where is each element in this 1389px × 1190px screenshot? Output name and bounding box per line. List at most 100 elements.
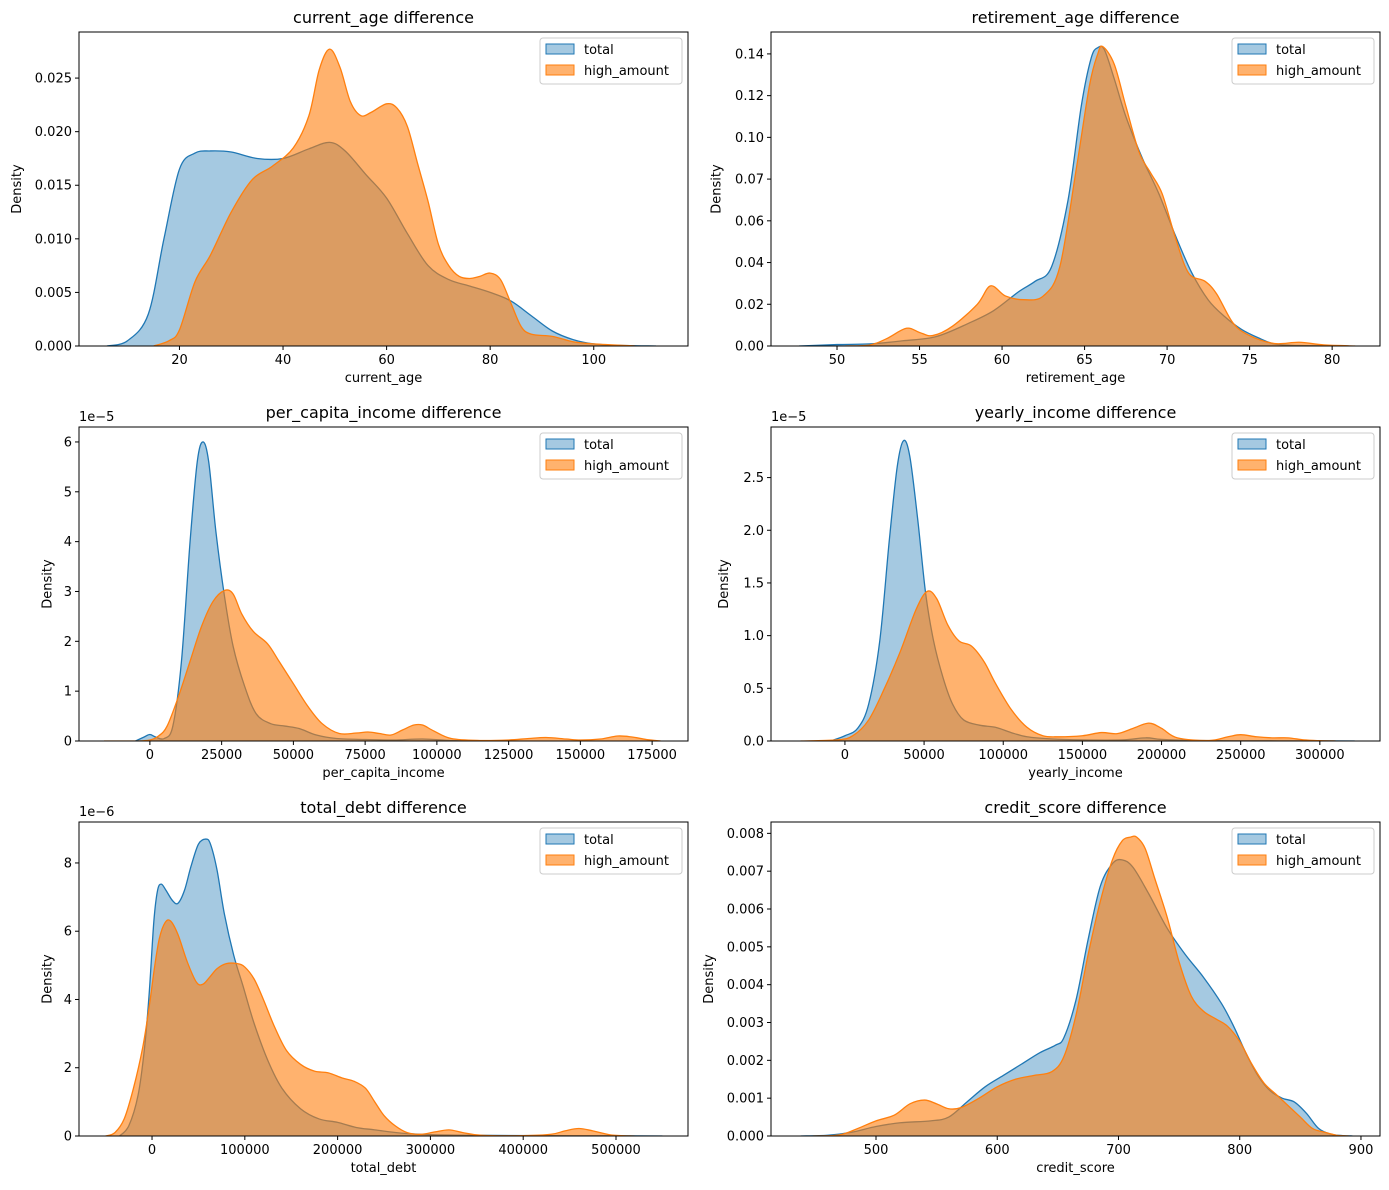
subplot-title: total_debt difference (300, 798, 466, 818)
x-tick-label: 250000 (1216, 748, 1266, 763)
x-tick-label: 100000 (220, 1143, 270, 1158)
subplot-title: credit_score difference (984, 798, 1166, 818)
y-tick-label: 0.02 (735, 298, 764, 313)
legend: total high_amount (539, 827, 683, 875)
x-tick-label: 60 (994, 353, 1011, 368)
y-tick-label: 0.015 (35, 179, 72, 194)
legend-label-total: total (584, 833, 614, 848)
subplot-title: retirement_age difference (972, 8, 1180, 28)
legend-frame (1231, 432, 1375, 480)
y-tick-label: 8 (64, 856, 72, 871)
legend-label-high-amount: high_amount (584, 459, 669, 474)
subplot-title: yearly_income difference (975, 403, 1177, 423)
x-tick-label: 900 (1349, 1143, 1374, 1158)
y-tick-label: 2.0 (743, 524, 764, 539)
subplot-total-debt: 0 100000 200000 300000 400000 500000 0 2 4 6 8 1e−6… (40, 798, 689, 1176)
legend-frame (539, 827, 683, 875)
legend-swatch-total (1237, 438, 1267, 450)
axes-frame (770, 426, 1381, 742)
x-tick-label: 75 (1241, 353, 1258, 368)
legend: total high_amount (1231, 37, 1375, 85)
kde-line-high-amount (845, 45, 1356, 346)
x-tick-label: 50000 (903, 748, 944, 763)
y-tick-label: 2 (64, 1061, 72, 1076)
x-tick-label: 25000 (201, 748, 242, 763)
legend-swatch-total (545, 43, 575, 55)
plot-area (800, 835, 1353, 1136)
kde-line-high-amount (812, 835, 1349, 1136)
plot-area (799, 45, 1356, 346)
subplot-retirement-age: 50 55 60 65 70 75 80 0.00 0.02 0.04 0.06 0.07 0.10 0.… (710, 8, 1381, 386)
kde-line-high-amount (800, 590, 1336, 741)
y-tick-label: 5 (64, 485, 72, 500)
x-tick-label: 55 (911, 353, 928, 368)
x-axis-label: retirement_age (1026, 371, 1126, 386)
y-tick-label: 1.5 (743, 576, 764, 591)
y-tick-label: 0.10 (735, 131, 764, 146)
y-axis-label: Density (717, 559, 732, 609)
y-tick-label: 6 (64, 925, 72, 940)
legend-swatch-high-amount (545, 64, 575, 76)
legend-swatch-high-amount (1237, 854, 1267, 866)
axes-frame (78, 31, 689, 347)
y-tick-label: 3 (64, 585, 72, 600)
plot-area (103, 441, 661, 741)
legend: total high_amount (1231, 432, 1375, 480)
y-axis-label: Density (40, 954, 55, 1004)
legend-swatch-total (545, 438, 575, 450)
y-tick-label: 0.006 (727, 903, 764, 918)
legend-swatch-high-amount (545, 854, 575, 866)
y-tick-label: 4 (64, 535, 72, 550)
x-tick-label: 500000 (591, 1143, 641, 1158)
x-tick-label: 60 (378, 353, 395, 368)
legend-label-high-amount: high_amount (1276, 64, 1361, 79)
subplot-current-age: 20 40 60 80 100 0.000 0.005 0.010 0.015 0.020 0.02… (10, 8, 689, 386)
legend-label-total: total (1276, 833, 1306, 848)
x-tick-label: 700 (1106, 1143, 1131, 1158)
x-tick-label: 125000 (484, 748, 534, 763)
y-tick-label: 0.004 (727, 978, 764, 993)
y-tick-label: 0.04 (735, 256, 764, 271)
legend-frame (539, 432, 683, 480)
legend-label-total: total (1276, 43, 1306, 58)
legend-label-total: total (1276, 438, 1306, 453)
legend-swatch-total (545, 833, 575, 845)
legend-label-total: total (584, 438, 614, 453)
subplot-per-capita-income: 0 25000 50000 75000 100000 125000 150000 175000… (40, 403, 689, 781)
kde-area-high-amount (105, 919, 635, 1136)
y-tick-label: 1 (64, 685, 72, 700)
y-tick-label: 0.005 (35, 286, 72, 301)
y-tick-label: 0.020 (35, 125, 72, 140)
axes-frame (770, 31, 1381, 347)
legend-label-high-amount: high_amount (1276, 459, 1361, 474)
x-axis-label: yearly_income (1028, 766, 1122, 781)
x-tick-label: 500 (864, 1143, 889, 1158)
subplot-title: current_age difference (293, 8, 474, 28)
kde-line-high-amount (103, 589, 661, 741)
y-offset-label: 1e−6 (79, 805, 114, 820)
x-tick-label: 400000 (498, 1143, 548, 1158)
y-tick-label: 0.008 (727, 827, 764, 842)
legend-frame (1231, 37, 1375, 85)
y-tick-label: 0.12 (735, 89, 764, 104)
x-tick-label: 80 (482, 353, 499, 368)
plot-area (106, 48, 656, 346)
legend-swatch-high-amount (1237, 64, 1267, 76)
axes-frame (770, 821, 1381, 1137)
plot-area (105, 838, 663, 1136)
kde-area-high-amount (845, 46, 1356, 346)
y-tick-label: 0.000 (727, 1130, 764, 1145)
x-tick-label: 0 (146, 748, 154, 763)
plot-area (800, 439, 1355, 741)
x-tick-label: 800 (1227, 1143, 1252, 1158)
y-axis-label: Density (702, 954, 717, 1004)
x-axis-label: current_age (345, 371, 423, 386)
y-tick-label: 0 (64, 1130, 72, 1145)
legend-swatch-high-amount (1237, 459, 1267, 471)
y-tick-label: 1.0 (743, 629, 764, 644)
x-tick-label: 150000 (1058, 748, 1108, 763)
x-tick-label: 200000 (1137, 748, 1187, 763)
x-axis-label: credit_score (1036, 1161, 1115, 1176)
legend-label-high-amount: high_amount (584, 854, 669, 869)
y-axis-label: Density (710, 164, 725, 214)
